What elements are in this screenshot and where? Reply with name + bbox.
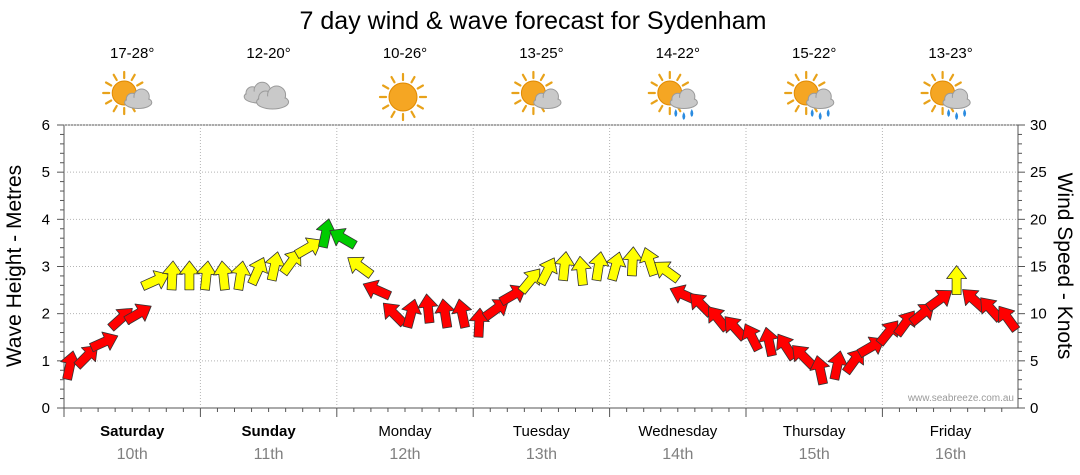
right-axis: 0 5 10 15 20 25 30	[1018, 117, 1047, 417]
right-tick-label: 20	[1030, 211, 1047, 228]
partly-cloudy-icon	[511, 70, 562, 116]
wind-arrow	[60, 350, 81, 381]
day-label: Sunday	[242, 423, 297, 440]
left-tick-label: 5	[42, 164, 50, 181]
left-tick-label: 4	[42, 211, 50, 228]
wind-arrow	[73, 345, 99, 370]
wind-arrow	[89, 331, 119, 353]
cloudy-icon	[243, 81, 290, 110]
wind-arrow	[908, 303, 935, 327]
wind-arrow	[622, 246, 644, 277]
right-tick-label: 25	[1030, 164, 1047, 181]
partly-cloudy-icon	[102, 70, 153, 116]
wind-arrow	[347, 256, 375, 279]
wind-arrow	[162, 260, 183, 291]
wind-arrow	[588, 251, 610, 282]
left-tick-label: 2	[42, 306, 50, 323]
right-tick-label: 5	[1030, 353, 1038, 370]
wind-arrow	[827, 350, 848, 381]
date-label: 15th	[799, 446, 830, 463]
partly-cloudy-showers-icon	[784, 70, 835, 120]
wind-arrow	[316, 218, 337, 249]
left-tick-label: 0	[42, 400, 50, 417]
right-tick-label: 10	[1030, 306, 1047, 323]
day-label: Thursday	[783, 423, 846, 440]
wind-arrow	[362, 279, 392, 301]
wind-arrow	[417, 293, 439, 324]
temperature-range: 17-28°	[110, 45, 154, 62]
wind-arrow	[264, 251, 286, 282]
right-axis-label: Wind Speed - Knots	[1053, 173, 1076, 360]
wind-arrow	[536, 257, 558, 287]
wind-arrow	[329, 228, 358, 250]
wind-arrow	[554, 251, 576, 282]
left-tick-label: 6	[42, 117, 50, 134]
day-label: Wednesday	[638, 423, 717, 440]
temperature-range: 10-26°	[383, 45, 427, 62]
x-axis: Saturday 10th Sunday 11th Monday 12th Tuesday 1…	[63, 408, 1003, 463]
right-tick-label: 30	[1030, 117, 1047, 134]
wind-arrow	[758, 326, 779, 358]
chart-title: 7 day wind & wave forecast for Sydenham	[300, 7, 767, 35]
right-tick-label: 15	[1030, 259, 1047, 276]
date-label: 10th	[117, 446, 148, 463]
wind-arrow	[196, 260, 217, 291]
wind-arrow	[178, 260, 200, 291]
temperature-range: 15-22°	[792, 45, 836, 62]
wind-arrow	[247, 257, 268, 287]
temperature-range: 13-23°	[928, 45, 972, 62]
wind-arrow	[998, 305, 1021, 333]
date-label: 12th	[389, 446, 420, 463]
wind-arrow	[498, 284, 527, 307]
partly-cloudy-showers-icon	[647, 70, 698, 120]
day-label: Saturday	[100, 423, 165, 440]
weather-row: 17-28° 12-20° 10-26° 13-25° 14-22° 15-22° 13-2…	[102, 45, 973, 122]
wind-arrow	[230, 260, 252, 291]
wind-arrow	[293, 237, 323, 259]
left-tick-label: 1	[42, 353, 50, 370]
date-label: 13th	[526, 446, 557, 463]
date-label: 11th	[254, 446, 284, 463]
day-label: Monday	[378, 423, 432, 440]
wind-arrow	[946, 265, 967, 296]
date-label: 14th	[662, 446, 693, 463]
wind-arrow	[925, 289, 953, 312]
left-axis: 0 1 2 3 4 5 6	[42, 117, 64, 417]
sunny-icon	[378, 72, 428, 122]
wind-arrow	[140, 270, 170, 291]
wind-arrow	[123, 303, 152, 325]
right-tick-label: 0	[1030, 400, 1038, 417]
day-label: Friday	[930, 423, 972, 440]
left-axis-label: Wave Height - Metres	[3, 165, 26, 367]
wind-series	[60, 218, 1021, 386]
wind-arrow	[481, 299, 509, 322]
temperature-range: 12-20°	[246, 45, 290, 62]
watermark: www.seabreeze.com.au	[907, 393, 1014, 404]
temperature-range: 14-22°	[656, 45, 700, 62]
left-tick-label: 3	[42, 259, 50, 276]
day-label: Tuesday	[513, 423, 570, 440]
date-label: 16th	[935, 446, 966, 463]
wind-arrow	[434, 298, 456, 329]
wind-arrow	[401, 298, 422, 329]
partly-cloudy-showers-icon	[920, 70, 971, 120]
wind-arrow	[809, 355, 830, 386]
temperature-range: 13-25°	[519, 45, 563, 62]
wind-arrow	[741, 323, 763, 353]
wind-arrow	[654, 261, 682, 284]
wind-arrow	[212, 260, 234, 291]
wind-arrow	[570, 255, 592, 286]
wind-arrow	[451, 298, 472, 329]
